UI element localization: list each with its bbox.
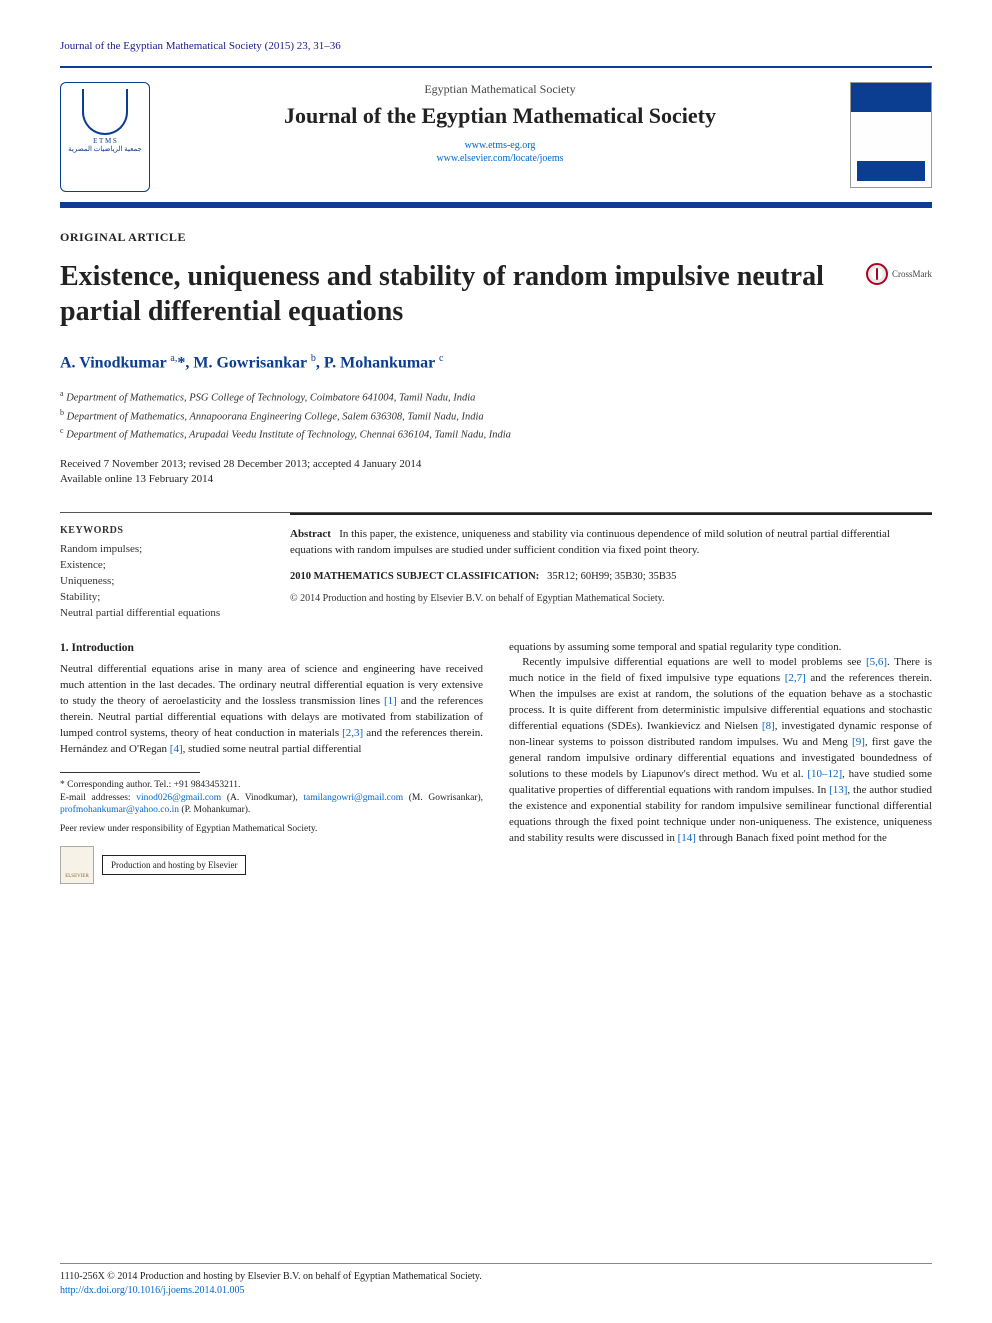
production-hosting-box: Production and hosting by Elsevier xyxy=(102,855,246,875)
abstract-label: Abstract xyxy=(290,528,331,540)
email-3[interactable]: profmohankumar@yahoo.co.in xyxy=(60,805,179,815)
footnote-separator xyxy=(60,772,200,773)
dates-online: Available online 13 February 2014 xyxy=(60,472,932,487)
logo-cup-icon xyxy=(82,89,128,135)
page-footer: 1110-256X © 2014 Production and hosting … xyxy=(60,1263,932,1297)
crossmark-badge[interactable]: CrossMark xyxy=(866,263,932,285)
copyright-line: © 2014 Production and hosting by Elsevie… xyxy=(290,592,932,607)
emails-label: E-mail addresses: xyxy=(60,793,131,803)
society-logo: E T M S جمعية الرياضيات المصرية xyxy=(60,82,150,192)
affiliation-c: Department of Mathematics, Arupadai Veed… xyxy=(66,429,511,440)
elsevier-logo: ELSEVIER xyxy=(60,846,94,884)
journal-header: E T M S جمعية الرياضيات المصرية Egyptian… xyxy=(60,66,932,208)
email-1[interactable]: vinod026@gmail.com xyxy=(136,793,221,803)
right-para-2: Recently impulsive differential equation… xyxy=(509,655,932,846)
footer-doi[interactable]: http://dx.doi.org/10.1016/j.joems.2014.0… xyxy=(60,1284,932,1298)
section-1-heading: 1. Introduction xyxy=(60,640,483,657)
journal-name: Journal of the Egyptian Mathematical Soc… xyxy=(164,103,836,129)
abstract-text: In this paper, the existence, uniqueness… xyxy=(290,528,890,556)
msc-label: 2010 MATHEMATICS SUBJECT CLASSIFICATION: xyxy=(290,571,539,582)
left-column: 1. Introduction Neutral differential equ… xyxy=(60,640,483,885)
keywords-block: KEYWORDS Random impulses;Existence;Uniqu… xyxy=(60,513,260,622)
peer-review-note: Peer review under responsibility of Egyp… xyxy=(60,823,483,836)
msc-codes: 35R12; 60H99; 35B30; 35B35 xyxy=(547,571,676,582)
society-name: Egyptian Mathematical Society xyxy=(164,82,836,97)
keywords-list: Random impulses;Existence;Uniqueness;Sta… xyxy=(60,542,260,622)
crossmark-label: CrossMark xyxy=(892,269,932,279)
right-column: equations by assuming some temporal and … xyxy=(509,640,932,885)
affiliations: a Department of Mathematics, PSG College… xyxy=(60,388,932,443)
body-columns: 1. Introduction Neutral differential equ… xyxy=(60,640,932,885)
email-2-who: (M. Gowrisankar), xyxy=(409,793,483,803)
article-dates: Received 7 November 2013; revised 28 Dec… xyxy=(60,457,932,488)
email-3-who: (P. Mohankumar). xyxy=(181,805,250,815)
journal-url-2[interactable]: www.elsevier.com/locate/joems xyxy=(164,152,836,165)
left-para-1: Neutral differential equations arise in … xyxy=(60,662,483,758)
footer-copyright: 1110-256X © 2014 Production and hosting … xyxy=(60,1270,932,1284)
logo-letters: E T M S xyxy=(93,137,117,145)
authors-line: A. Vinodkumar a,*, M. Gowrisankar b, P. … xyxy=(60,353,932,372)
article-title: Existence, uniqueness and stability of r… xyxy=(60,259,846,329)
email-1-who: (A. Vinodkumar), xyxy=(227,793,298,803)
article-type: ORIGINAL ARTICLE xyxy=(60,230,932,245)
right-para-1: equations by assuming some temporal and … xyxy=(509,640,932,656)
journal-url-1[interactable]: www.etms-eg.org xyxy=(164,139,836,152)
keywords-heading: KEYWORDS xyxy=(60,525,260,536)
abstract-block: Abstract In this paper, the existence, u… xyxy=(290,513,932,622)
affiliation-b: Department of Mathematics, Annapoorana E… xyxy=(67,411,484,422)
crossmark-icon xyxy=(866,263,888,285)
corresponding-author: * Corresponding author. Tel.: +91 984345… xyxy=(60,779,483,792)
email-2[interactable]: tamilangowri@gmail.com xyxy=(303,793,403,803)
dates-received-revised-accepted: Received 7 November 2013; revised 28 Dec… xyxy=(60,457,932,472)
journal-reference: Journal of the Egyptian Mathematical Soc… xyxy=(60,40,932,52)
affiliation-a: Department of Mathematics, PSG College o… xyxy=(66,393,475,404)
logo-subtext: جمعية الرياضيات المصرية xyxy=(68,145,142,153)
footnotes: * Corresponding author. Tel.: +91 984345… xyxy=(60,779,483,884)
journal-cover-thumbnail xyxy=(850,82,932,188)
